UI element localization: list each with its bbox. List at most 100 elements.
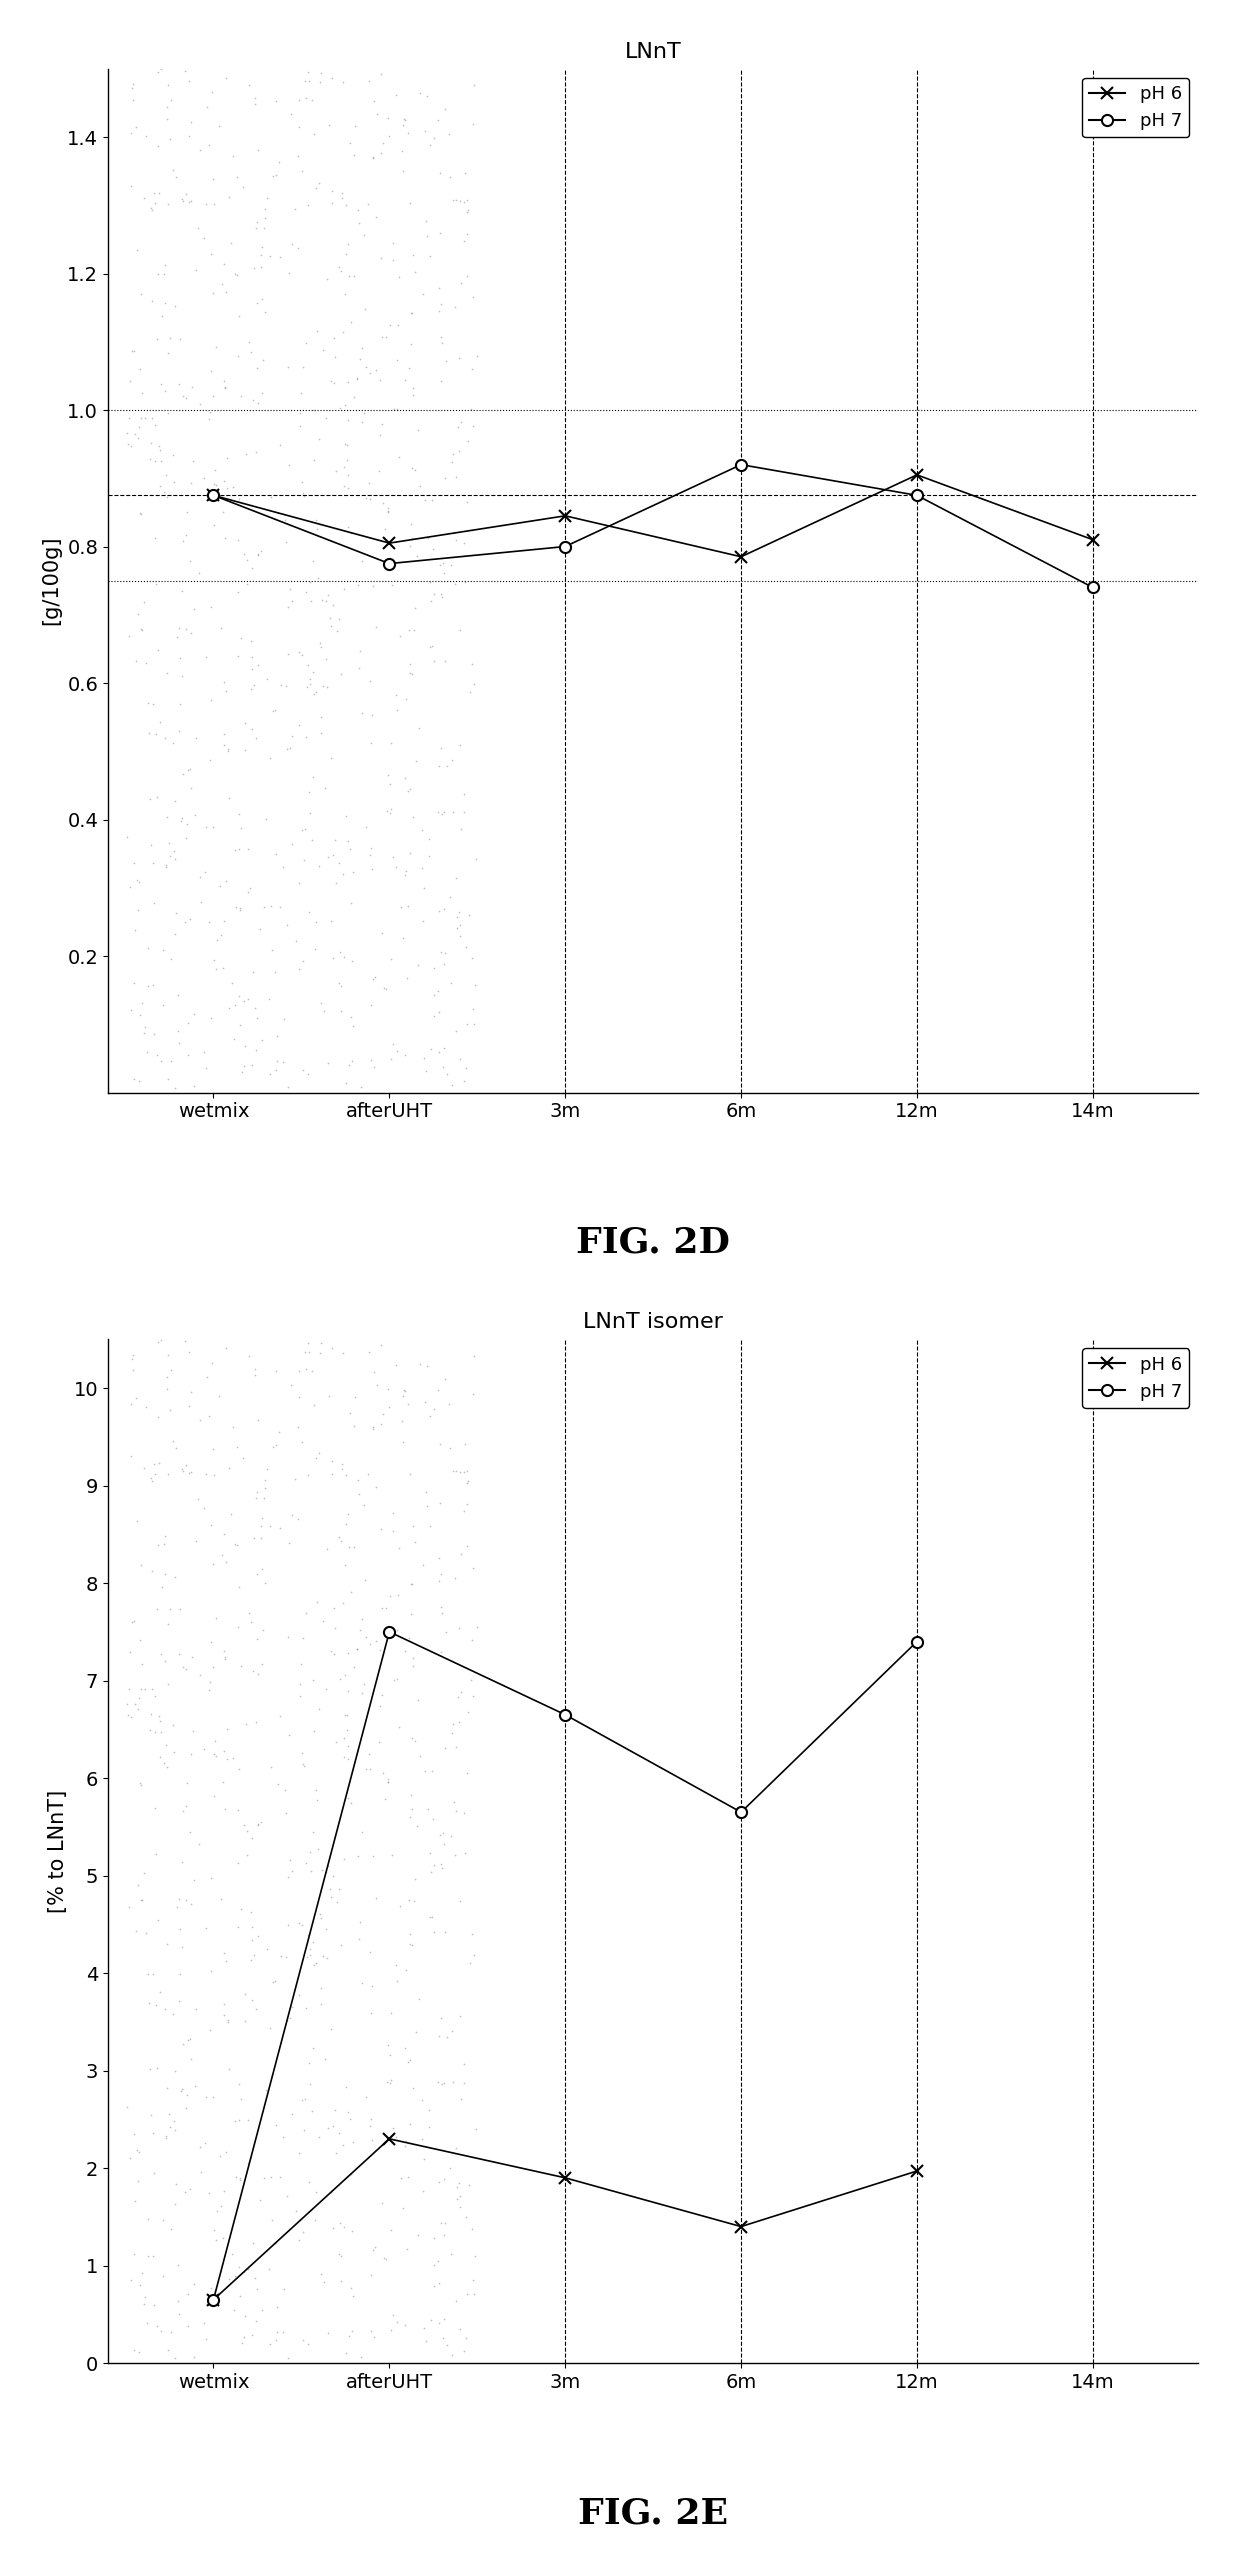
Point <box>289 1901 309 1942</box>
Point <box>177 2305 197 2345</box>
Point <box>181 102 201 143</box>
Point <box>439 112 459 153</box>
Point <box>348 1919 368 1960</box>
Point <box>182 365 202 406</box>
Point <box>304 1385 324 1426</box>
Point <box>205 1735 224 1776</box>
Point <box>331 991 351 1032</box>
Point <box>270 1697 290 1737</box>
Point <box>339 506 358 547</box>
Point <box>195 1032 215 1073</box>
Point <box>146 2305 166 2345</box>
Point <box>435 1911 455 1952</box>
Point <box>216 1638 236 1679</box>
Point <box>429 1561 449 1602</box>
Point <box>211 915 231 956</box>
Point <box>382 723 402 764</box>
Point <box>289 1497 309 1538</box>
Point <box>455 181 475 222</box>
Point <box>420 1395 440 1436</box>
Point <box>180 1331 200 1372</box>
Point <box>449 337 469 378</box>
Point <box>248 130 268 171</box>
Point <box>417 215 436 256</box>
Point <box>150 1972 170 2013</box>
Point <box>370 360 389 401</box>
Point <box>392 130 412 171</box>
Point <box>255 189 275 230</box>
Point <box>383 1025 403 1065</box>
Point <box>130 2264 150 2305</box>
Point <box>383 1510 403 1551</box>
Point <box>356 1617 376 1658</box>
Point <box>463 105 482 146</box>
Point <box>136 641 156 682</box>
Point <box>379 1576 399 1617</box>
Point <box>243 381 263 422</box>
Point <box>399 184 419 225</box>
Point <box>190 552 210 593</box>
Point <box>236 2297 255 2338</box>
Point <box>278 1903 298 1944</box>
Point <box>242 547 262 588</box>
Point <box>195 457 215 498</box>
Point <box>176 818 196 858</box>
Point <box>432 322 451 363</box>
Point <box>200 2172 219 2213</box>
Point <box>418 1788 438 1829</box>
Point <box>298 1937 317 1978</box>
Point <box>321 2008 341 2049</box>
Point <box>160 835 180 876</box>
Point <box>237 1811 257 1852</box>
Point <box>277 728 296 769</box>
Point <box>125 910 145 950</box>
Point <box>177 1035 197 1076</box>
Point <box>335 567 355 608</box>
Point <box>176 1648 196 1689</box>
Point <box>197 87 217 128</box>
Point <box>305 1709 325 1750</box>
Point <box>402 1773 422 1814</box>
Point <box>157 2067 177 2108</box>
Point <box>234 1045 254 1086</box>
Point <box>410 74 430 115</box>
Point <box>122 1339 141 1380</box>
Point <box>141 399 161 439</box>
Point <box>129 2131 149 2172</box>
Point <box>446 907 466 948</box>
Point <box>464 64 484 105</box>
Point <box>315 766 335 807</box>
Point <box>134 1012 154 1053</box>
Point <box>250 1801 270 1842</box>
Point <box>205 1454 224 1495</box>
Point <box>396 1630 415 1671</box>
Point <box>347 1628 367 1668</box>
Point <box>374 2238 394 2279</box>
Point <box>215 1788 234 1829</box>
Point <box>166 2164 186 2205</box>
Point <box>392 2156 412 2197</box>
Point <box>126 2131 146 2172</box>
Point <box>367 1467 387 1507</box>
Point <box>213 1760 233 1801</box>
Point <box>409 708 429 749</box>
Point <box>246 2259 265 2300</box>
Point <box>420 1030 440 1071</box>
Point <box>265 690 285 731</box>
Point <box>260 1053 280 1094</box>
Point <box>414 869 434 910</box>
Point <box>255 800 275 841</box>
Point <box>365 1045 384 1086</box>
Point <box>360 835 379 876</box>
Point <box>300 1934 320 1975</box>
Point <box>407 2011 427 2052</box>
Point <box>201 2269 221 2310</box>
Point <box>141 1461 161 1502</box>
Point <box>430 153 450 194</box>
Point <box>430 1423 450 1464</box>
Point <box>215 662 234 703</box>
Point <box>324 2208 343 2248</box>
Point <box>441 963 461 1004</box>
Point <box>177 805 197 846</box>
Point <box>126 1377 146 1418</box>
